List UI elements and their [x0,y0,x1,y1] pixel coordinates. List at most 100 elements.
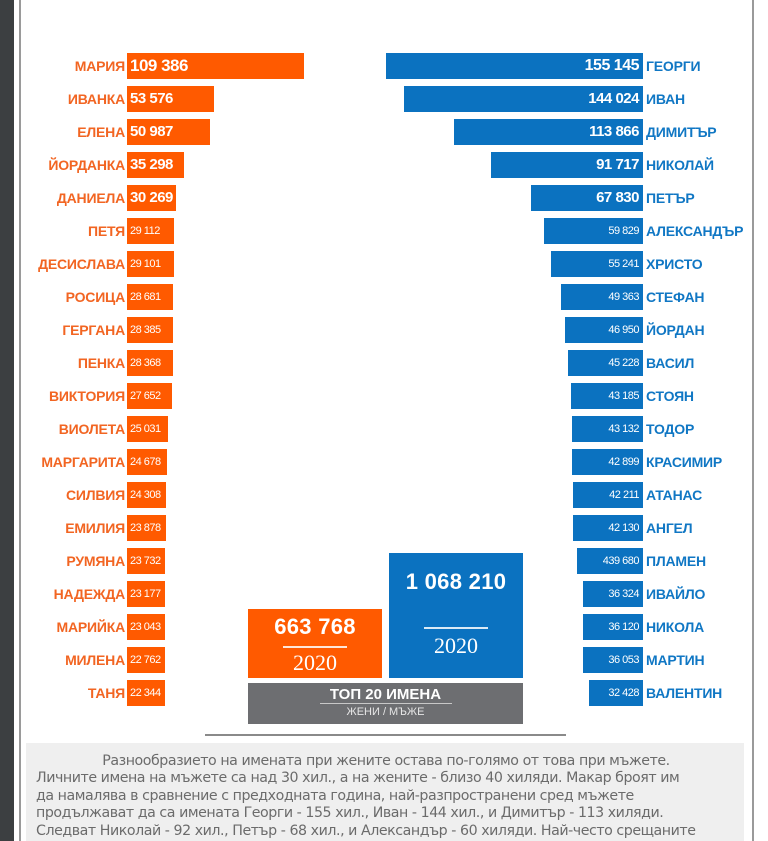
female-bar: 53 576 [127,86,214,112]
description-line: да намалява в сравнение с предходната го… [36,787,634,804]
male-bar: 32 428 [589,680,643,706]
male-row: 32 428 ВАЛЕНТИН [0,680,768,706]
description-line: Следват Николай - 92 хил., Петър - 68 хи… [36,822,696,839]
female-bar: 30 269 [127,185,176,211]
female-name-label: ДАНИЕЛА [56,190,125,206]
male-bar: 42 130 [573,515,643,541]
female-name-label: ЕЛЕНА [77,124,125,140]
male-name-label: ЙОРДАН [646,322,705,338]
female-bar: 22 762 [127,647,165,673]
male-bar: 439 680 [577,548,643,574]
female-name-label: ТАНЯ [87,685,125,701]
male-bar: 144 024 [404,86,643,112]
female-row: МАРИЯ 109 386 [0,53,768,79]
male-row: 113 866 ДИМИТЪР [0,119,768,145]
description-box: Разнообразието на имената при жените ост… [26,743,744,841]
male-row: 43 132 ТОДОР [0,416,768,442]
male-total-value: 1 068 210 [405,569,507,594]
male-bar: 59 829 [543,218,643,244]
female-value-label: 35 298 [130,156,173,173]
female-bar: 23 732 [127,548,166,574]
female-value-label: 109 386 [130,56,188,75]
male-bar: 113 866 [454,119,643,145]
male-name-label: ВАСИЛ [646,355,695,371]
male-bar: 43 132 [571,416,643,442]
top-names-chart: МАРИЯ 109 386 ИВАНКА 53 576 ЕЛЕНА 50 987 ЙОРДА… [0,53,768,706]
male-row: 36 120 НИКОЛА [0,614,768,640]
male-name-label: НИКОЛАЙ [646,157,714,173]
female-name-label: ДЕСИСЛАВА [38,256,125,272]
description-line: Разнообразието на имената при жените ост… [102,753,670,769]
male-bar: 36 120 [583,614,643,640]
female-name-label: СИЛВИЯ [65,487,125,503]
female-row: ВИКТОРИЯ 27 652 [0,383,768,409]
female-bar: 22 344 [127,680,165,706]
male-name-label: СТОЯН [646,388,694,404]
chart-title: ТОП 20 ИМЕНА [329,686,442,703]
female-bar: 109 386 [127,53,304,79]
male-value-label: 32 428 [608,687,639,699]
male-name-label: ИВАЙЛО [646,586,706,602]
male-row: 55 241 ХРИСТО [0,251,768,277]
female-row: НАДЕЖДА 23 177 [0,581,768,607]
female-value-label: 22 344 [130,687,161,699]
female-value-label: 28 368 [130,357,161,369]
male-value-label: 91 717 [596,156,639,173]
male-value-label: 36 053 [608,654,639,666]
female-value-label: 23 177 [130,588,161,600]
male-row: 91 717 НИКОЛАЙ [0,152,768,178]
female-name-label: МАРГАРИТА [41,454,125,470]
male-row: 45 228 ВАСИЛ [0,350,768,376]
female-name-label: МИЛЕНА [65,652,125,668]
male-name-label: АНГЕЛ [646,520,693,536]
female-bar: 28 368 [127,350,173,376]
female-bar: 23 043 [127,614,165,640]
male-row: 49 363 СТЕФАН [0,284,768,310]
female-row: СИЛВИЯ 24 308 [0,482,768,508]
female-bar: 35 298 [127,152,185,178]
female-total-value: 663 768 [274,614,356,639]
female-value-label: 27 652 [130,390,161,402]
description-line: продължават да са имената Георги - 155 х… [36,805,664,822]
male-value-label: 49 363 [608,291,639,303]
female-row: ДАНИЕЛА 30 269 [0,185,768,211]
female-name-label: НАДЕЖДА [53,586,126,602]
male-value-label: 43 132 [608,423,639,435]
female-name-label: ВИКТОРИЯ [48,388,125,404]
male-bar: 67 830 [530,185,643,211]
female-value-label: 29 112 [130,225,160,237]
male-bar: 155 145 [386,53,643,79]
female-bar: 23 878 [127,515,166,541]
female-value-label: 28 385 [130,324,161,336]
window-edge [0,0,14,841]
female-total-box: 663 768 2020 [248,609,382,678]
female-value-label: 24 308 [130,489,161,501]
female-name-label: ГЕРГАНА [62,322,125,338]
male-name-label: ИВАН [646,91,685,107]
male-bar: 49 363 [561,284,643,310]
male-name-label: АЛЕКСАНДЪР [646,223,744,239]
description-text: Разнообразието на имената при жените ост… [36,753,736,840]
female-bar: 29 112 [127,218,175,244]
male-row: 59 829 АЛЕКСАНДЪР [0,218,768,244]
male-row: 439 680 ПЛАМЕН [0,548,768,574]
male-bar: 43 185 [571,383,643,409]
page-border-right [752,0,754,841]
female-name-label: РУМЯНА [66,553,125,569]
male-value-label: 42 211 [609,489,639,501]
male-row: 36 324 ИВАЙЛО [0,581,768,607]
female-bar: 23 177 [127,581,165,607]
male-name-label: ХРИСТО [646,256,703,272]
male-total-divider [424,627,488,629]
female-name-label: ПЕНКА [77,355,125,371]
male-value-label: 144 024 [588,90,639,107]
female-value-label: 30 269 [130,189,173,206]
female-name-label: РОСИЦА [65,289,126,305]
female-name-label: ИВАНКА [67,91,125,107]
male-name-label: ПЕТЪР [646,190,695,206]
male-name-label: СТЕФАН [646,289,705,305]
male-bar: 42 899 [571,449,643,475]
male-bar: 36 053 [583,647,643,673]
female-value-label: 53 576 [130,90,173,107]
male-total-box: 1 068 210 2020 [389,553,523,678]
